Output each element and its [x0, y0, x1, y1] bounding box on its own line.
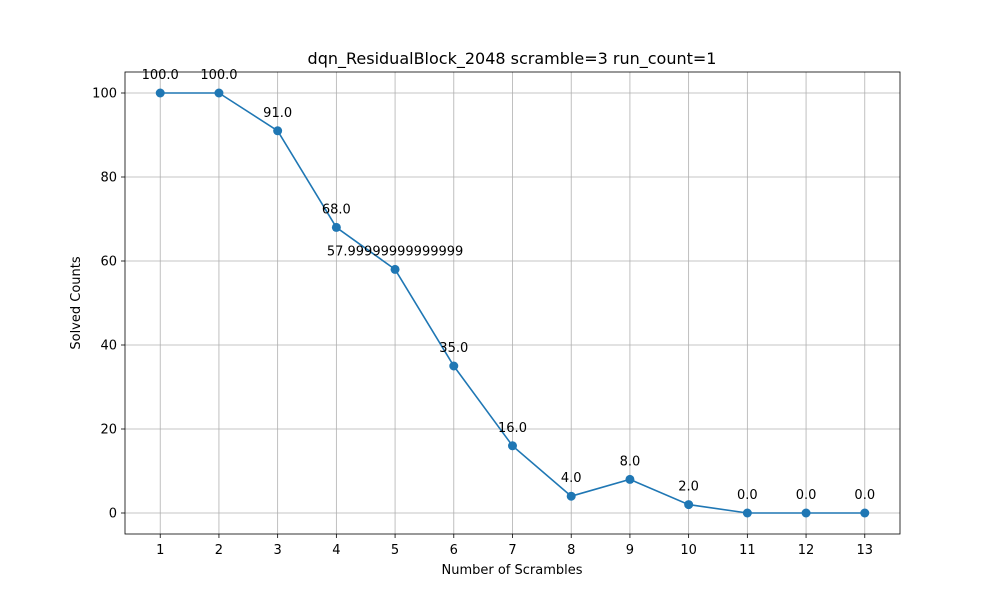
data-label: 0.0 [796, 488, 817, 503]
data-point [860, 508, 870, 518]
data-label: 100.0 [200, 68, 237, 83]
x-tick-label: 8 [567, 543, 575, 558]
data-point [801, 508, 811, 518]
data-label: 4.0 [561, 471, 582, 486]
data-point [508, 441, 517, 451]
data-point [214, 88, 224, 98]
x-tick-label: 3 [274, 543, 282, 558]
y-tick-label: 100 [92, 87, 117, 102]
chart-title: dqn_ResidualBlock_2048 scramble=3 run_co… [308, 49, 717, 69]
x-tick-label: 10 [680, 543, 697, 558]
x-tick-label: 2 [215, 543, 223, 558]
x-tick-label: 5 [391, 543, 399, 558]
data-label: 2.0 [678, 480, 699, 495]
data-point [390, 264, 400, 274]
data-point [625, 474, 635, 484]
y-tick-label: 0 [109, 507, 117, 522]
y-axis-label: Solved Counts [69, 256, 84, 349]
data-label: 16.0 [498, 421, 527, 436]
y-tick-label: 60 [100, 255, 117, 270]
y-tick-label: 80 [100, 171, 117, 186]
y-tick-label: 20 [100, 423, 117, 438]
data-label: 0.0 [854, 488, 875, 503]
x-tick-label: 4 [332, 543, 340, 558]
data-point [566, 491, 576, 501]
data-point [684, 500, 694, 510]
data-point [273, 126, 283, 136]
data-label: 8.0 [620, 454, 641, 469]
x-tick-label: 7 [508, 543, 516, 558]
data-point [155, 88, 165, 98]
x-tick-label: 6 [450, 543, 458, 558]
x-tick-label: 12 [798, 543, 815, 558]
x-tick-label: 13 [856, 543, 873, 558]
x-tick-label: 1 [156, 543, 164, 558]
data-label: 100.0 [142, 68, 179, 83]
data-label: 57.99999999999999 [327, 244, 463, 259]
x-axis-label: Number of Scrambles [441, 563, 582, 578]
data-labels: 100.0 100.0 91.0 68.0 57.99999999999999 35.0 1… [142, 68, 875, 503]
series [155, 88, 870, 518]
data-label: 91.0 [263, 106, 292, 121]
data-label: 35.0 [439, 341, 468, 356]
data-label: 68.0 [322, 202, 351, 217]
x-tick-label: 9 [626, 543, 634, 558]
data-label: 0.0 [737, 488, 758, 503]
data-point [742, 508, 752, 518]
data-point [331, 222, 341, 232]
y-tick-label: 40 [100, 339, 117, 354]
grid [125, 72, 900, 534]
x-tick-label: 11 [739, 543, 756, 558]
data-point [449, 361, 459, 371]
